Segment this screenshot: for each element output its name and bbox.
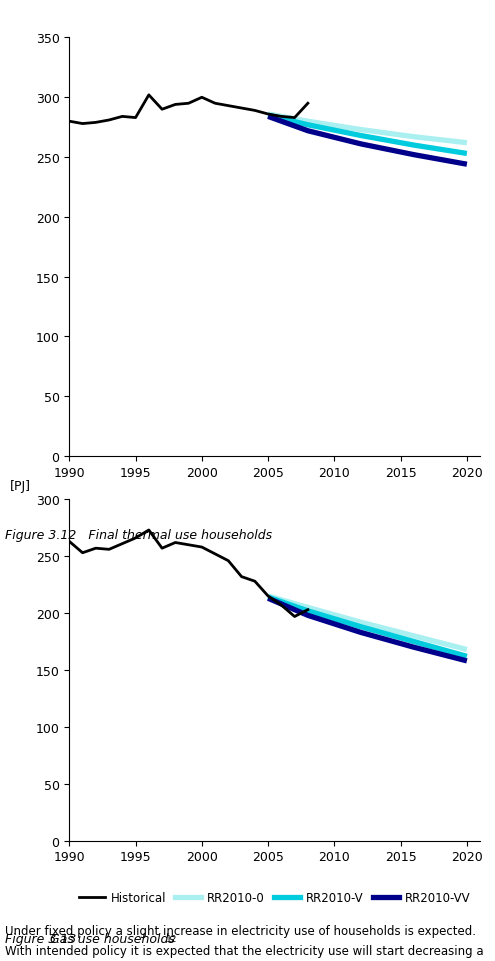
Legend: Historical, RR2010-0, RR2010-V, RR2010-VV: Historical, RR2010-0, RR2010-V, RR2010-V… [74,886,476,908]
Text: Figure 3.13: Figure 3.13 [5,932,88,946]
Text: Figure 3.12   Final thermal use households: Figure 3.12 Final thermal use households [5,529,272,542]
Text: 12: 12 [166,934,177,943]
Text: With intended policy it is expected that the electricity use will start decreasi: With intended policy it is expected that… [5,944,484,957]
Text: [PJ]: [PJ] [10,479,31,492]
Text: Gas use households: Gas use households [50,932,174,946]
Legend: Historical, RR2010-0, RR2010-V, RR2010-VV: Historical, RR2010-0, RR2010-V, RR2010-V… [74,500,476,523]
Text: Under fixed policy a slight increase in electricity use of households is expecte: Under fixed policy a slight increase in … [5,924,476,938]
